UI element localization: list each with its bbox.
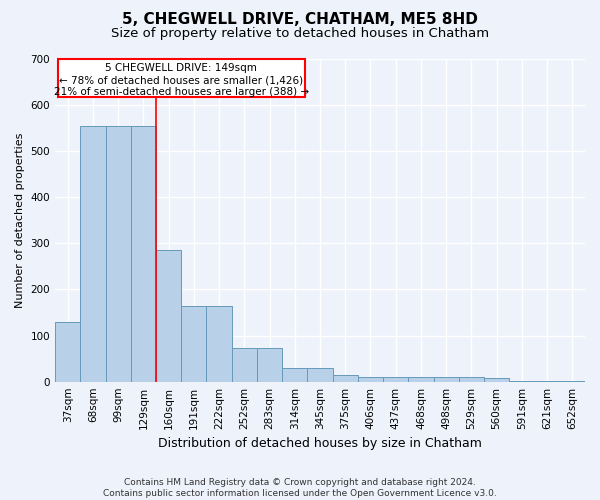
Text: 21% of semi-detached houses are larger (388) →: 21% of semi-detached houses are larger (… bbox=[53, 88, 309, 98]
Bar bbox=[55, 322, 80, 382]
Bar bbox=[434, 377, 459, 382]
Bar bbox=[307, 368, 332, 382]
X-axis label: Distribution of detached houses by size in Chatham: Distribution of detached houses by size … bbox=[158, 437, 482, 450]
Bar bbox=[80, 126, 106, 382]
Bar bbox=[282, 368, 307, 382]
Bar bbox=[509, 381, 535, 382]
Text: ← 78% of detached houses are smaller (1,426): ← 78% of detached houses are smaller (1,… bbox=[59, 76, 303, 86]
Bar bbox=[181, 306, 206, 382]
Bar bbox=[484, 378, 509, 382]
Text: 5 CHEGWELL DRIVE: 149sqm: 5 CHEGWELL DRIVE: 149sqm bbox=[105, 64, 257, 74]
Bar bbox=[459, 377, 484, 382]
Bar bbox=[106, 126, 131, 382]
FancyBboxPatch shape bbox=[58, 59, 305, 97]
Bar bbox=[232, 348, 257, 382]
Bar bbox=[257, 348, 282, 382]
Bar bbox=[383, 377, 409, 382]
Bar bbox=[409, 377, 434, 382]
Bar bbox=[358, 377, 383, 382]
Bar bbox=[332, 375, 358, 382]
Y-axis label: Number of detached properties: Number of detached properties bbox=[15, 132, 25, 308]
Text: Size of property relative to detached houses in Chatham: Size of property relative to detached ho… bbox=[111, 28, 489, 40]
Bar bbox=[131, 126, 156, 382]
Text: Contains HM Land Registry data © Crown copyright and database right 2024.
Contai: Contains HM Land Registry data © Crown c… bbox=[103, 478, 497, 498]
Bar bbox=[206, 306, 232, 382]
Bar bbox=[156, 250, 181, 382]
Text: 5, CHEGWELL DRIVE, CHATHAM, ME5 8HD: 5, CHEGWELL DRIVE, CHATHAM, ME5 8HD bbox=[122, 12, 478, 28]
